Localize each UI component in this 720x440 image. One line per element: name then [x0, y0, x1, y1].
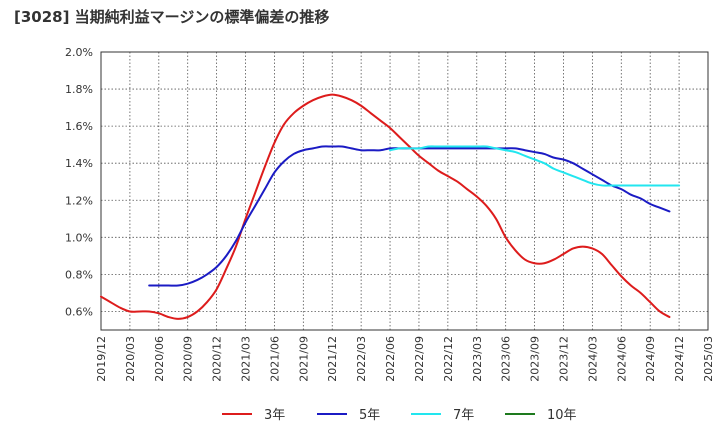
x-tick-label: 2024/09	[644, 336, 657, 382]
x-tick-label: 2019/12	[95, 336, 108, 382]
x-tick-label: 2021/03	[240, 336, 253, 382]
x-tick-label: 2022/09	[413, 336, 426, 382]
series-line-3年	[100, 93, 671, 320]
x-tick-label: 2022/03	[355, 336, 368, 382]
x-tick-label: 2023/09	[529, 336, 542, 382]
x-tick-label: 2021/09	[297, 336, 310, 382]
y-tick-label: 1.8%	[65, 83, 93, 96]
y-tick-label: 1.6%	[65, 120, 93, 133]
plot-area	[101, 52, 708, 330]
plot-border	[100, 51, 709, 331]
chart-title: [3028] 当期純利益マージンの標準偏差の推移	[14, 8, 330, 26]
x-tick-label: 2023/03	[471, 336, 484, 382]
x-tick-label: 2020/12	[211, 336, 224, 382]
y-tick-label: 0.6%	[65, 305, 93, 318]
series-line-7年	[389, 145, 681, 187]
y-tick-label: 1.2%	[65, 194, 93, 207]
x-tick-label: 2020/06	[153, 336, 166, 382]
x-tick-label: 2024/12	[673, 336, 686, 382]
x-tick-label: 2023/12	[557, 336, 570, 382]
x-tick-label: 2020/03	[124, 336, 137, 382]
legend-label: 3年	[264, 408, 285, 423]
x-tick-label: 2021/12	[326, 336, 339, 382]
y-tick-label: 1.4%	[65, 157, 93, 170]
x-tick-label: 2023/06	[500, 336, 513, 382]
x-tick-label: 2025/03	[702, 336, 715, 382]
y-tick-label: 0.8%	[65, 268, 93, 281]
x-tick-label: 2021/06	[268, 336, 281, 382]
x-tick-label: 2024/03	[586, 336, 599, 382]
y-tick-label: 2.0%	[65, 46, 93, 59]
x-tick-label: 2022/12	[442, 336, 455, 382]
legend-label: 7年	[453, 408, 474, 423]
x-tick-label: 2024/06	[615, 336, 628, 382]
y-tick-label: 1.0%	[65, 231, 93, 244]
legend-label: 5年	[359, 408, 380, 423]
x-tick-label: 2020/09	[182, 336, 195, 382]
legend-label: 10年	[547, 408, 577, 423]
x-tick-label: 2022/06	[384, 336, 397, 382]
